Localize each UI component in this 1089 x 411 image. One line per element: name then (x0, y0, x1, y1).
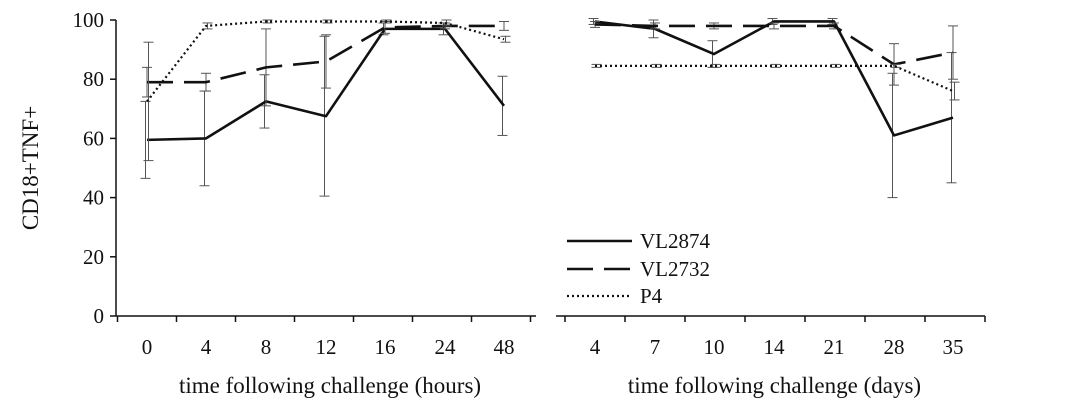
x-tick-label: 16 (375, 335, 396, 359)
legend-label: VL2732 (640, 257, 710, 281)
x-tick-label: 0 (142, 335, 153, 359)
y-axis-label: CD18+TNF+ (18, 106, 43, 230)
x-tick-label: 8 (261, 335, 272, 359)
x-tick-label: 35 (943, 335, 964, 359)
x-tick-label: 14 (764, 335, 786, 359)
y-tick-label: 20 (83, 245, 104, 269)
x-tick-label: 21 (824, 335, 845, 359)
x-axis-label: time following challenge (hours) (179, 373, 481, 398)
x-tick-label: 24 (435, 335, 457, 359)
x-tick-label: 4 (590, 335, 601, 359)
x-tick-label: 7 (650, 335, 661, 359)
y-tick-label: 100 (73, 8, 105, 32)
legend-label: P4 (640, 284, 663, 308)
x-tick-label: 4 (201, 335, 212, 359)
x-tick-label: 48 (494, 335, 515, 359)
y-tick-label: 80 (83, 67, 104, 91)
series-line-p4 (595, 64, 954, 93)
series-line-vl2732 (594, 23, 954, 66)
x-tick-label: 12 (316, 335, 337, 359)
x-tick-label: 10 (704, 335, 725, 359)
legend-label: VL2874 (640, 229, 710, 253)
series-line-p4 (146, 20, 505, 103)
y-tick-label: 0 (94, 304, 105, 328)
x-axis-label: time following challenge (days) (628, 373, 921, 398)
y-tick-label: 40 (83, 186, 104, 210)
x-tick-label: 28 (884, 335, 905, 359)
y-tick-label: 60 (83, 126, 104, 150)
series-line-vl2874 (594, 20, 954, 137)
